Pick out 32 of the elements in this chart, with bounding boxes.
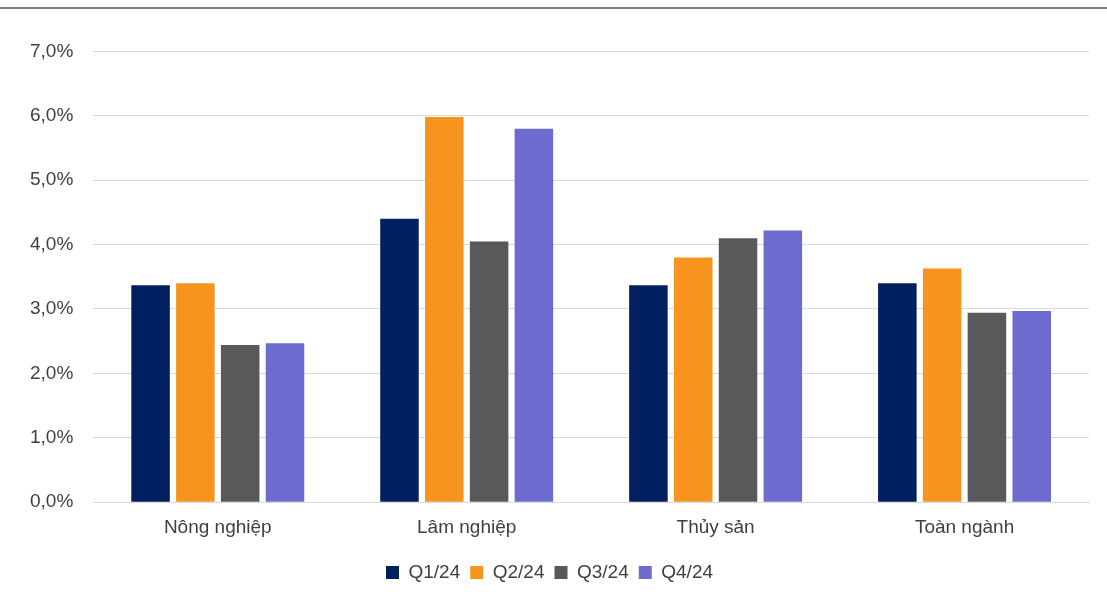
legend-label: Q3/24	[577, 560, 630, 582]
bar	[967, 312, 1007, 502]
bar	[718, 238, 758, 502]
bar	[514, 128, 554, 502]
bar	[176, 283, 215, 502]
y-tick-label: 1,0%	[29, 426, 74, 448]
bar	[380, 218, 419, 502]
bar	[922, 268, 962, 502]
bar	[763, 230, 803, 502]
y-tick-label: 7,0%	[29, 39, 74, 61]
y-tick-label: 5,0%	[29, 168, 74, 190]
y-tick-label: 6,0%	[29, 104, 74, 126]
x-tick-label: Toàn ngành	[914, 515, 1015, 537]
bar	[878, 283, 917, 502]
x-tick-label: Nông nghiệp	[163, 515, 272, 537]
y-tick-label: 4,0%	[29, 232, 74, 254]
y-tick-label: 3,0%	[29, 297, 74, 319]
legend-label: Q2/24	[492, 560, 545, 582]
x-tick-label: Thủy sản	[676, 515, 755, 537]
legend-label: Q1/24	[408, 560, 461, 582]
bar	[469, 241, 509, 502]
bar	[629, 285, 668, 502]
bar	[1012, 310, 1052, 502]
bar	[265, 343, 305, 502]
bar	[673, 257, 713, 502]
bar	[131, 285, 170, 502]
bar	[425, 117, 464, 502]
bar	[220, 345, 260, 502]
legend-label: Q4/24	[661, 560, 714, 582]
y-tick-label: 2,0%	[29, 361, 74, 383]
y-tick-label: 0,0%	[29, 490, 74, 512]
x-tick-label: Lâm nghiệp	[417, 515, 517, 537]
